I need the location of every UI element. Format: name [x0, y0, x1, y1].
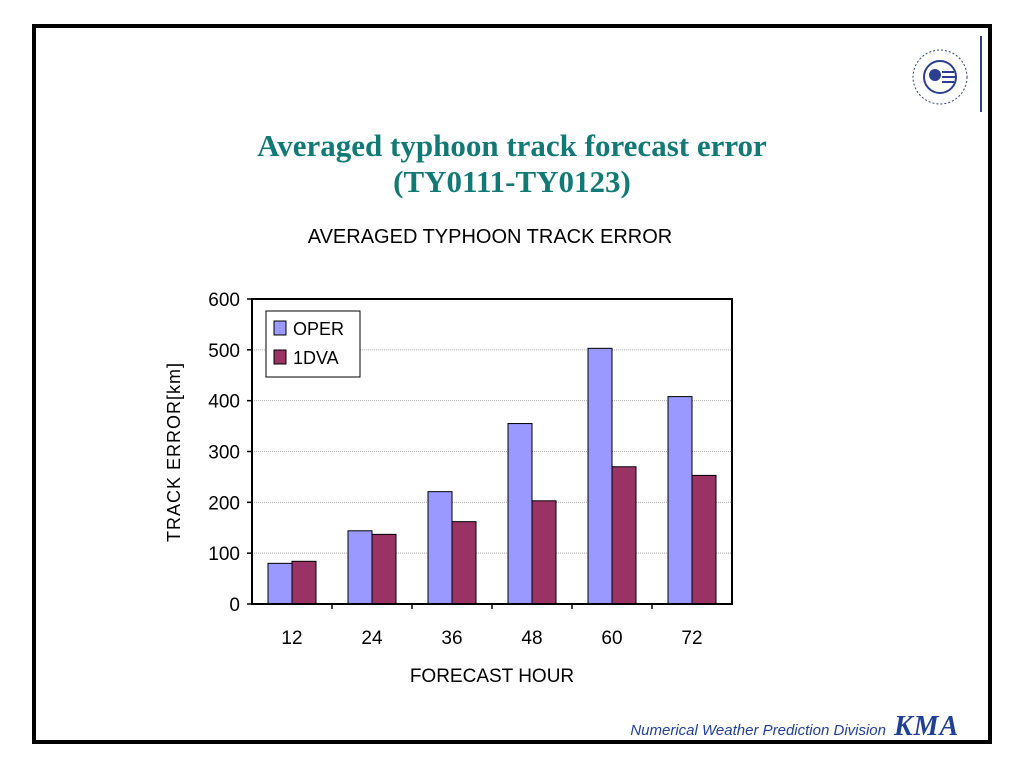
chart-title: AVERAGED TYPHOON TRACK ERROR [307, 226, 673, 248]
footer-division-text: Numerical Weather Prediction Division [630, 722, 886, 739]
x-tick-label: 36 [441, 628, 462, 649]
bar-1dva-60 [611, 466, 637, 605]
bar-oper-72 [667, 396, 693, 605]
bar-oper-48 [507, 423, 533, 605]
x-tick-label: 24 [361, 628, 383, 649]
y-axis-label: TRACK ERROR[km] [164, 362, 184, 542]
legend-swatch-oper [273, 320, 287, 336]
x-tick-label: 72 [681, 628, 702, 649]
x-tick-label: 48 [521, 628, 542, 649]
legend-label-oper: OPER [293, 319, 344, 339]
bar-1dva-36 [451, 521, 477, 605]
bar-oper-12 [267, 562, 293, 605]
bar-oper-24 [347, 530, 373, 605]
x-axis-label: FORECAST HOUR [410, 666, 574, 687]
x-tick-label: 12 [281, 628, 302, 649]
y-tick-label: 300 [208, 443, 240, 464]
y-tick-label: 400 [208, 392, 240, 413]
bar-1dva-72 [691, 474, 717, 605]
y-tick-label: 100 [208, 544, 240, 565]
kma-emblem-icon [908, 45, 984, 115]
bar-1dva-12 [291, 560, 317, 605]
legend-label-1dva: 1DVA [293, 348, 339, 368]
slide-title-line2: (TY0111-TY0123) [393, 164, 631, 199]
y-tick-label: 500 [208, 341, 240, 362]
x-tick-label: 60 [601, 628, 622, 649]
y-tick-label: 600 [208, 290, 240, 311]
y-tick-label: 0 [229, 595, 240, 616]
bar-oper-36 [427, 491, 453, 605]
y-tick-label: 200 [208, 493, 240, 514]
slide-frame [32, 24, 992, 744]
slide-title-line1: Averaged typhoon track forecast error [257, 128, 767, 163]
legend-swatch-1dva [273, 349, 287, 365]
slide-title: Averaged typhoon track forecast error (T… [180, 128, 844, 200]
bar-oper-60 [587, 347, 613, 605]
bar-1dva-24 [371, 533, 397, 605]
logo-divider [980, 36, 982, 112]
bar-1dva-48 [531, 500, 557, 605]
footer-kma-logo: KMA [894, 711, 960, 742]
